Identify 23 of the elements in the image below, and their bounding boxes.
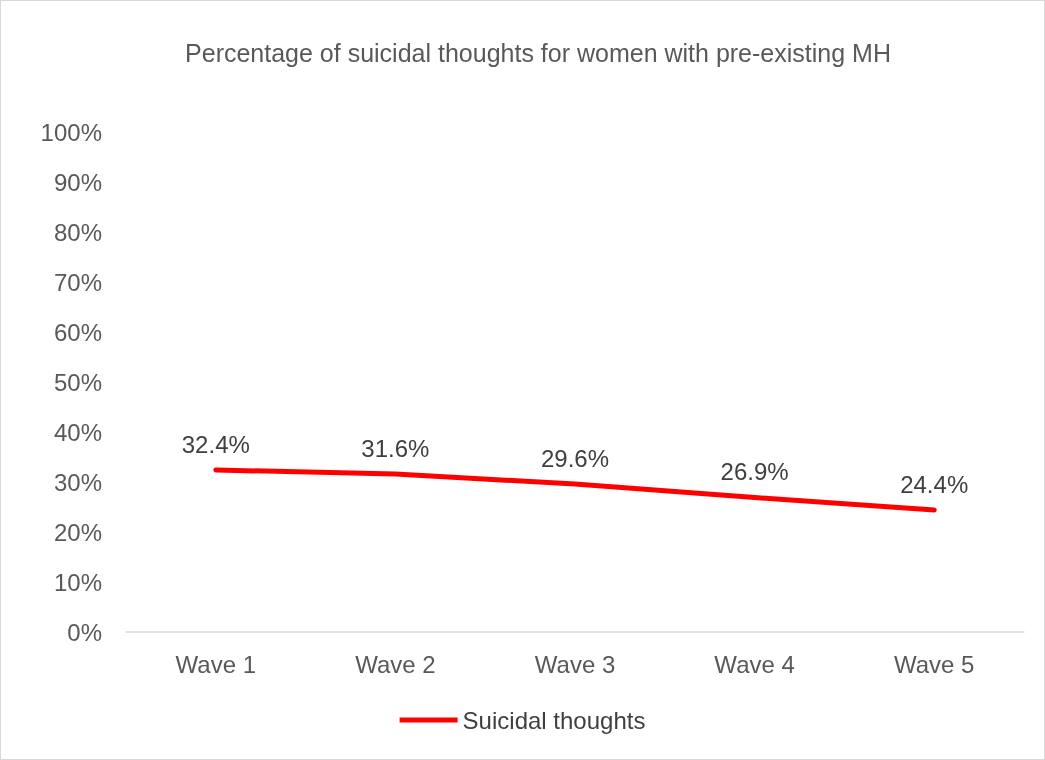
x-tick-label: Wave 2 [355,650,436,678]
data-label: 24.4% [900,470,969,498]
x-tick-label: Wave 3 [534,650,616,678]
x-tick-label: Wave 4 [714,650,795,678]
y-tick-label: 50% [53,368,102,396]
y-tick-label: 80% [53,218,102,246]
x-tick-label: Wave 5 [893,650,975,678]
y-tick-label: 20% [53,518,102,546]
y-tick-label: 70% [53,268,102,296]
y-tick-label: 10% [53,568,102,596]
y-tick-label: 100% [40,118,102,146]
data-label: 29.6% [540,444,610,472]
x-tick-label: Wave 1 [175,650,257,678]
data-label: 26.9% [720,458,789,485]
y-tick-label: 90% [53,168,102,196]
y-tick-label: 60% [53,318,102,346]
chart-title: Percentage of suicidal thoughts for women with pre-existing MH [185,39,891,67]
y-tick-label: 40% [53,418,102,446]
legend-label: Suicidal thoughts [462,706,646,734]
y-tick-label: 0% [67,618,102,646]
y-tick-label: 30% [53,468,102,496]
data-label: 32.4% [181,430,250,458]
data-label: 31.6% [361,434,430,462]
